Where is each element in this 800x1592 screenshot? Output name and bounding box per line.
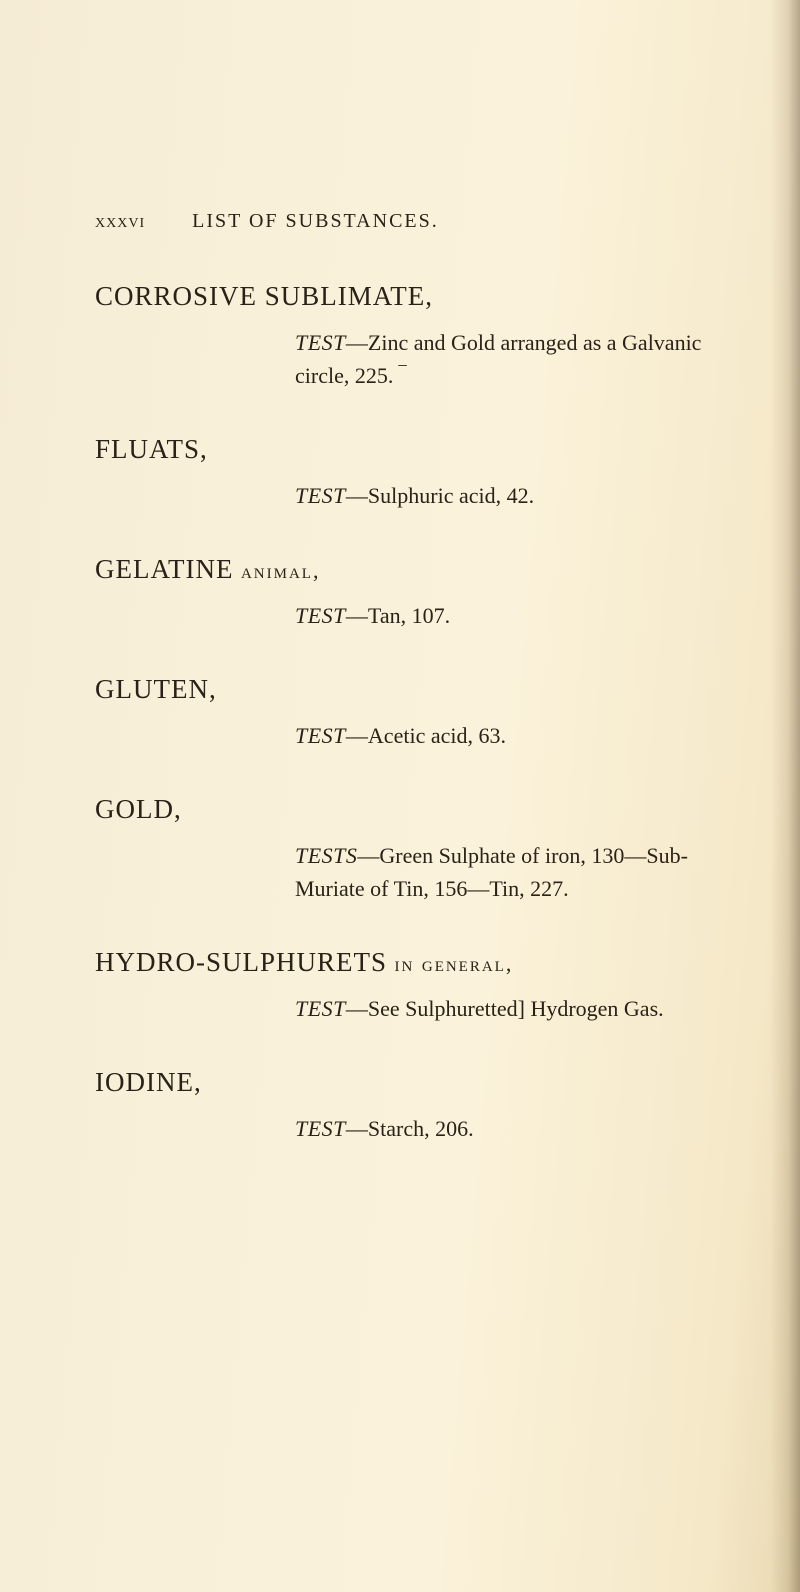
test-label: TEST xyxy=(295,1116,346,1141)
entry-heading: HYDRO-SULPHURETS in general, xyxy=(95,947,720,978)
test-text: —Sulphuric acid, 42. xyxy=(346,483,534,508)
entry: FLUATS, TEST—Sulphuric acid, 42. xyxy=(95,434,720,512)
test-label: TESTS xyxy=(295,843,357,868)
entry: GELATINE animal, TEST—Tan, 107. xyxy=(95,554,720,632)
running-title: LIST OF SUBSTANCES. xyxy=(192,210,439,232)
entry: HYDRO-SULPHURETS in general, TEST—See Sul… xyxy=(95,947,720,1025)
page-content: xxxvi LIST OF SUBSTANCES. CORROSIVE SUBL… xyxy=(0,0,800,1145)
entry-test-line: TEST—Tan, 107. xyxy=(95,599,720,632)
entry-test-line: TEST—Zinc and Gold arranged as a Galvani… xyxy=(95,326,720,392)
entry-head-text: GOLD, xyxy=(95,794,182,824)
entry-heading: GOLD, xyxy=(95,794,720,825)
test-text: —See Sulphuretted] Hydrogen Gas. xyxy=(346,996,664,1021)
entry: GLUTEN, TEST—Acetic acid, 63. xyxy=(95,674,720,752)
test-label: TEST xyxy=(295,723,346,748)
test-text: —Zinc and Gold arranged as a Galvanic ci… xyxy=(295,330,701,388)
test-text: —Acetic acid, 63. xyxy=(346,723,506,748)
entries-list: CORROSIVE SUBLIMATE,TEST—Zinc and Gold a… xyxy=(95,281,720,1145)
entry-head-text: GLUTEN, xyxy=(95,674,217,704)
running-head: xxxvi LIST OF SUBSTANCES. xyxy=(95,210,720,233)
test-label: TEST xyxy=(295,330,346,355)
test-label: TEST xyxy=(295,996,346,1021)
entry-heading: IODINE, xyxy=(95,1067,720,1098)
entry-test-line: TEST—Acetic acid, 63. xyxy=(95,719,720,752)
entry-test-line: TEST—Sulphuric acid, 42. xyxy=(95,479,720,512)
entry: GOLD, TESTS—Green Sulphate of iron, 130—S… xyxy=(95,794,720,905)
entry-test-line: TEST—See Sulphuretted] Hydrogen Gas. xyxy=(95,992,720,1025)
entry-heading: FLUATS, xyxy=(95,434,720,465)
entry-test-line: TESTS—Green Sulphate of iron, 130—Sub-Mu… xyxy=(95,839,720,905)
test-text: —Starch, 206. xyxy=(346,1116,474,1141)
page-number: xxxvi xyxy=(95,210,145,232)
entry: IODINE, TEST—Starch, 206. xyxy=(95,1067,720,1145)
entry-head-text: GELATINE xyxy=(95,554,233,584)
test-label: TEST xyxy=(295,603,346,628)
entry-head-text: IODINE, xyxy=(95,1067,202,1097)
entry-head-text: HYDRO-SULPHURETS xyxy=(95,947,387,977)
test-text: —Tan, 107. xyxy=(346,603,450,628)
entry-heading: CORROSIVE SUBLIMATE, xyxy=(95,281,720,312)
entry-head-text: FLUATS, xyxy=(95,434,208,464)
entry-sub-text: in general, xyxy=(387,951,513,976)
entry: CORROSIVE SUBLIMATE, TEST—Zinc and Gold a… xyxy=(95,281,720,392)
entry-test-line: TEST—Starch, 206. xyxy=(95,1112,720,1145)
entry-heading: GLUTEN, xyxy=(95,674,720,705)
entry-head-text: CORROSIVE SUBLIMATE, xyxy=(95,281,433,311)
entry-sub-text: animal, xyxy=(233,558,320,583)
test-label: TEST xyxy=(295,483,346,508)
entry-heading: GELATINE animal, xyxy=(95,554,720,585)
